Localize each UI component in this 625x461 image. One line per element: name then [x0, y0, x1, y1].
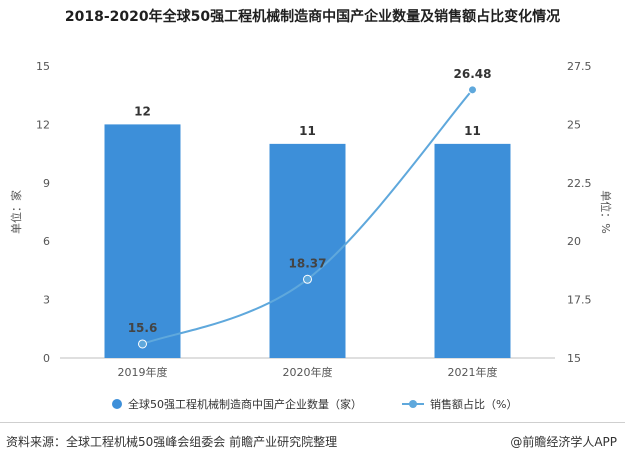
legend-line-label: 销售额占比（%） — [430, 397, 517, 411]
axes: 0 3 6 9 12 15 15 17.5 20 22.5 25 27.5 单位：家 单位：% 2019年度… — [9, 60, 613, 379]
line-value-label: 26.48 — [454, 67, 492, 81]
category-label: 2020年度 — [283, 365, 333, 379]
credit-note: @前瞻经济学人APP — [510, 435, 617, 449]
left-tick-label: 0 — [43, 352, 50, 365]
bars — [104, 124, 511, 359]
left-tick-label: 12 — [36, 118, 50, 131]
legend-bar-marker — [112, 399, 122, 409]
right-tick-label: 20 — [567, 235, 581, 248]
left-tick-label: 15 — [36, 60, 50, 73]
category-label: 2019年度 — [118, 365, 168, 379]
right-tick-label: 27.5 — [567, 60, 592, 73]
left-axis-title: 单位：家 — [9, 190, 23, 234]
right-axis-title: 单位：% — [599, 190, 613, 233]
legend: 全球50强工程机械制造商中国产企业数量（家） 销售额占比（%） — [112, 397, 517, 411]
line-value-label: 15.6 — [128, 321, 158, 335]
legend-line-dot — [409, 400, 417, 408]
left-tick-label: 6 — [43, 235, 50, 248]
bar-value-label: 11 — [299, 124, 316, 138]
line-point — [138, 339, 147, 349]
bar — [104, 124, 181, 359]
right-tick-label: 15 — [567, 352, 581, 365]
chart-title: 2018-2020年全球50强工程机械制造商中国产企业数量及销售额占比变化情况 — [64, 9, 561, 25]
left-tick-label: 3 — [43, 294, 50, 307]
line-series — [138, 85, 477, 349]
left-tick-label: 9 — [43, 177, 50, 190]
legend-bar-label: 全球50强工程机械制造商中国产企业数量（家） — [128, 397, 362, 411]
bar-value-label: 12 — [134, 104, 151, 118]
combo-chart: 0 3 6 9 12 15 15 17.5 20 22.5 25 27.5 单位：家 单位：% 2019年度… — [9, 60, 613, 411]
bar — [434, 143, 511, 358]
right-tick-label: 22.5 — [567, 177, 592, 190]
category-label: 2021年度 — [448, 365, 498, 379]
footer-divider — [0, 422, 625, 423]
right-tick-label: 17.5 — [567, 294, 592, 307]
right-tick-label: 25 — [567, 118, 581, 131]
line-point — [303, 274, 312, 284]
bar-value-label: 11 — [464, 124, 481, 138]
line-point — [468, 85, 477, 95]
line-value-label: 18.37 — [289, 256, 327, 270]
bar — [269, 143, 346, 358]
data-labels: 12 11 11 15.6 18.37 26.48 — [128, 67, 492, 335]
source-note: 资料来源：全球工程机械50强峰会组委会 前瞻产业研究院整理 — [6, 435, 338, 449]
